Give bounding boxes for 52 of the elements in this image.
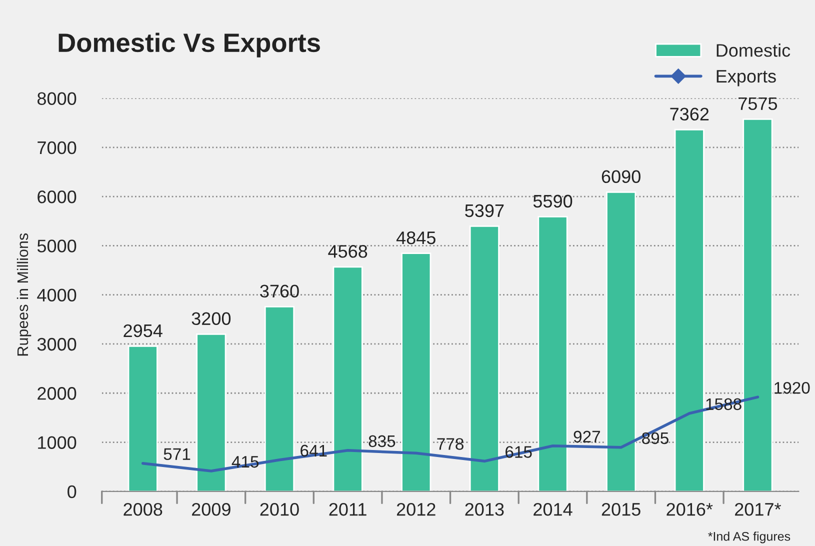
data-label: 641 (300, 444, 327, 457)
bar (401, 252, 432, 492)
bar (332, 266, 363, 492)
data-label: 4845 (396, 231, 436, 244)
data-label: 4568 (328, 245, 368, 258)
x-tick-label: 2012 (396, 502, 436, 516)
line-series (141, 396, 760, 472)
data-label: 7575 (738, 97, 778, 110)
y-tick-label: 3000 (37, 338, 76, 351)
bar (264, 306, 295, 492)
y-tick-label: 6000 (38, 190, 76, 204)
data-label: 895 (642, 432, 668, 444)
y-tick-label: 0 (68, 485, 76, 498)
data-label: 835 (368, 435, 396, 448)
x-tick-label: 2013 (465, 502, 504, 516)
bar (538, 216, 568, 492)
bar (742, 118, 773, 492)
bar (469, 225, 500, 492)
data-label: 6090 (602, 170, 640, 184)
y-tick-label: 5000 (37, 240, 76, 252)
chart-title: Domestic Vs Exports (58, 32, 320, 58)
data-label: 5590 (533, 194, 572, 208)
x-tick-label: 2009 (192, 502, 230, 516)
bar (606, 191, 636, 492)
bar (128, 346, 158, 492)
y-tick-label: 7000 (38, 141, 76, 154)
legend-label: Exports (716, 70, 776, 86)
data-label: 571 (164, 448, 190, 460)
data-label: 7362 (670, 108, 709, 121)
x-tick-label: 2016* (666, 502, 713, 516)
data-label: 778 (437, 438, 464, 450)
legend-label: Domestic (716, 44, 790, 57)
x-tick-label: 2015 (602, 502, 640, 516)
data-label: 3200 (192, 312, 231, 326)
x-tick-label: 2014 (534, 502, 572, 516)
text: *Ind AS figures (708, 532, 790, 544)
x-tick-label: 2017* (735, 502, 782, 516)
x-tick-label: 2010 (260, 502, 299, 516)
data-label: 1920 (774, 382, 810, 394)
data-label: 3760 (260, 284, 299, 298)
bar (674, 128, 704, 492)
data-label: 5397 (465, 204, 504, 218)
x-tick-label: 2008 (124, 502, 162, 516)
y-tick-label: 2000 (38, 387, 76, 400)
bar (196, 333, 226, 492)
data-label: 927 (574, 430, 600, 443)
y-tick-label: 8000 (37, 92, 76, 105)
data-label: 2954 (124, 324, 162, 338)
x-tick-label: 2011 (329, 502, 366, 516)
y-tick-label: 4000 (37, 288, 76, 302)
y-tick-label: 1000 (38, 436, 76, 449)
y-axis-title: Rupees in Millions (16, 233, 32, 356)
